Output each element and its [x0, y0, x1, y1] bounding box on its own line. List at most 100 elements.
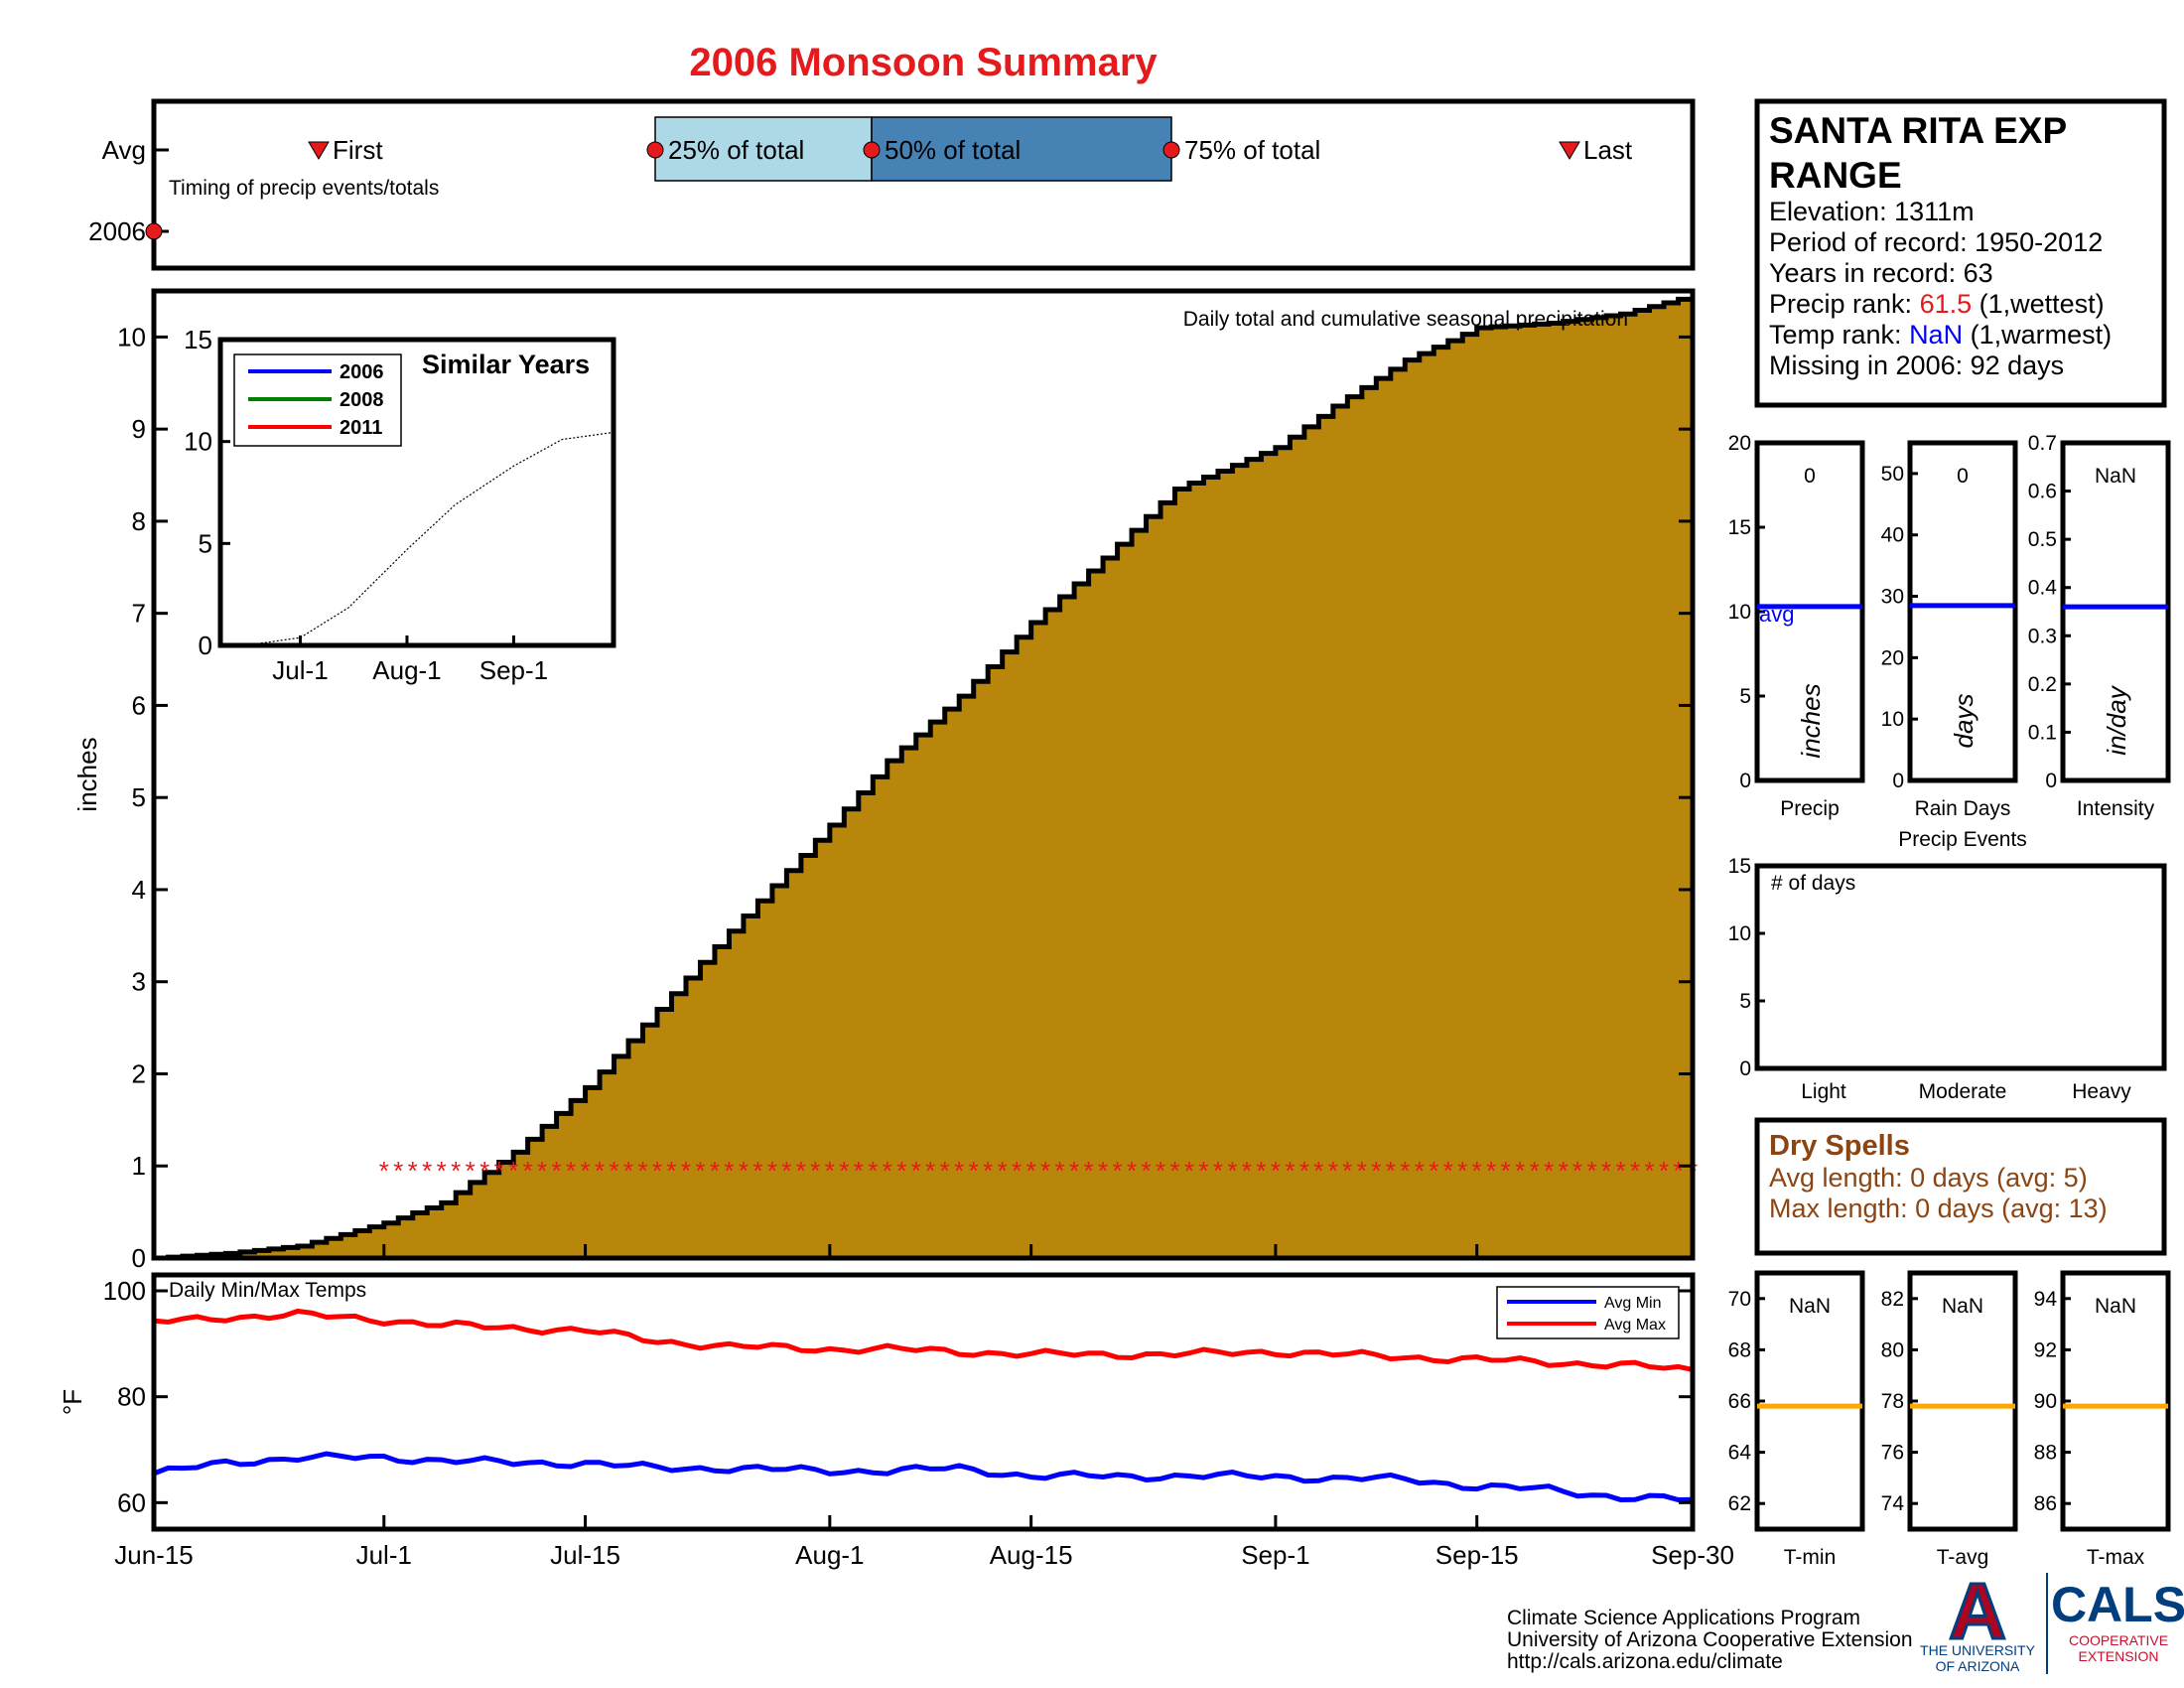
t-avg-y-tick-label: 82 — [1881, 1288, 1904, 1311]
intensity-unit-label: in/day — [2102, 684, 2131, 755]
rain-days-y-tick-label: 40 — [1881, 524, 1904, 547]
station-info-box: SANTA RITA EXP RANGE Elevation: 1311m Pe… — [1754, 98, 2167, 408]
ua-logo-text-1: THE UNIVERSITY — [1920, 1642, 2036, 1658]
intensity-y-tick-label: 0.6 — [2028, 481, 2057, 503]
avg-max-temp-line — [153, 1308, 1694, 1372]
year-precip-marker: * — [1040, 1156, 1050, 1186]
rain-days-frame — [1907, 440, 2018, 783]
inset-title: Similar Years — [422, 350, 590, 379]
year-precip-marker: * — [839, 1156, 849, 1186]
temp-legend-box — [1496, 1286, 1680, 1339]
year-precip-marker: * — [1472, 1156, 1482, 1186]
year-precip-marker: * — [523, 1156, 533, 1186]
temp-frame — [151, 1272, 1696, 1532]
intensity-y-tick-label: 0.2 — [2028, 673, 2057, 696]
year-precip-marker: * — [1559, 1156, 1569, 1186]
precip-events-title: Precip Events — [1898, 828, 2027, 851]
year-precip-marker: * — [422, 1156, 432, 1186]
year-precip-marker: * — [1313, 1156, 1323, 1186]
events-category-heavy: Heavy — [2072, 1080, 2131, 1103]
year-precip-marker: * — [595, 1156, 605, 1186]
precip-y-tick-label: 5 — [1739, 685, 1751, 708]
first-marker — [308, 141, 330, 160]
intensity-value: NaN — [2095, 465, 2136, 488]
temp-y-tick-label: 60 — [117, 1487, 146, 1517]
year-precip-marker: * — [1486, 1156, 1496, 1186]
year-precip-markers: * * * * * * * * * * * * * * * * * * * * * * * * * * * * * * * * * * * * * * * *… — [379, 1156, 1698, 1186]
precip-y-tick-label: 3 — [132, 967, 146, 997]
legend-label-2011: 2011 — [340, 417, 382, 439]
year-precip-marker: * — [1429, 1156, 1438, 1186]
cals-logo: CALS COOPERATIVE EXTENSION — [2051, 1577, 2184, 1664]
year-start-marker — [145, 222, 163, 240]
timing-panel: Avg 2006 Timing of precip events/totals … — [88, 98, 1696, 271]
year-precip-marker: * — [393, 1156, 403, 1186]
temp-chart-caption: Daily Min/Max Temps — [169, 1279, 366, 1302]
rain-days-value: 0 — [1957, 465, 1969, 488]
precip-chart-caption: Daily total and cumulative seasonal prec… — [1183, 308, 1628, 331]
rain-days-y-tick-label: 30 — [1881, 586, 1904, 609]
year-precip-marker: * — [739, 1156, 749, 1186]
footer-line-2: University of Arizona Cooperative Extens… — [1507, 1628, 1913, 1651]
year-precip-marker: * — [1069, 1156, 1079, 1186]
year-precip-marker: * — [911, 1156, 921, 1186]
year-precip-marker: * — [623, 1156, 633, 1186]
temp-legend-max-label: Avg Max — [1604, 1317, 1666, 1334]
year-precip-marker: * — [1400, 1156, 1410, 1186]
t-min-y-tick-label: 62 — [1728, 1492, 1751, 1515]
year-precip-marker: * — [1357, 1156, 1367, 1186]
date-x-tick-label: Jul-15 — [550, 1540, 620, 1570]
date-x-tick-label: Aug-1 — [795, 1540, 864, 1570]
first-label: First — [333, 135, 383, 165]
year-precip-marker: * — [566, 1156, 576, 1186]
cals-logo-text: CALS — [2051, 1577, 2184, 1632]
station-precip-rank: Precip rank: 61.5 (1,wettest) — [1769, 289, 2105, 319]
quartile-box-25-50 — [654, 116, 873, 182]
p25-label: 25% of total — [668, 135, 804, 165]
precip-y-tick-label: 10 — [117, 322, 146, 352]
year-precip-marker: * — [1141, 1156, 1151, 1186]
station-elevation: Elevation: 1311m — [1769, 197, 1975, 226]
year-precip-marker: * — [868, 1156, 878, 1186]
year-precip-marker: * — [1285, 1156, 1295, 1186]
year-precip-marker: * — [1601, 1156, 1611, 1186]
year-precip-marker: * — [969, 1156, 979, 1186]
year-precip-marker: * — [1616, 1156, 1626, 1186]
precip-y-tick-label: 6 — [132, 690, 146, 720]
station-name-line2: RANGE — [1769, 155, 1902, 196]
dry-spells-title: Dry Spells — [1769, 1130, 1910, 1162]
precip-y-tick-label: 0 — [132, 1243, 146, 1273]
t-min-value: NaN — [1789, 1295, 1831, 1318]
rain-days-panel: 0 10 20 30 40 50 0 days Rain Days — [1881, 440, 2018, 820]
year-precip-marker: * — [666, 1156, 676, 1186]
inset-x-tick-label: Jul-1 — [272, 655, 328, 685]
year-precip-marker: * — [883, 1156, 892, 1186]
intensity-y-tick-label: 0.7 — [2028, 432, 2057, 455]
events-y-tick-label: 5 — [1739, 990, 1751, 1013]
inset-x-ticks: Jul-1 Aug-1 Sep-1 — [272, 635, 548, 685]
dry-spells-avg: Avg length: 0 days (avg: 5) — [1769, 1163, 2088, 1193]
inset-avg-line — [244, 431, 614, 646]
figure-title: 2006 Monsoon Summary — [689, 41, 1158, 84]
year-precip-marker: * — [695, 1156, 705, 1186]
inset-y-tick-label: 0 — [199, 631, 212, 660]
temp-legend-min-label: Avg Min — [1604, 1295, 1662, 1312]
rain-days-y-tick-label: 50 — [1881, 463, 1904, 486]
year-precip-marker: * — [724, 1156, 734, 1186]
precip-events-panel: Precip Events 0 5 10 15 # of days Light Mod… — [1728, 828, 2167, 1103]
t-max-y-tick-label: 94 — [2034, 1288, 2058, 1311]
tmax-panel: 86 88 90 92 94 NaN T-max — [2034, 1270, 2171, 1569]
precip-y-tick-label: 15 — [1728, 516, 1751, 539]
year-precip-marker: * — [681, 1156, 691, 1186]
t-avg-y-tick-label: 74 — [1881, 1492, 1905, 1515]
intensity-y-tick-label: 0.1 — [2028, 721, 2057, 744]
timing-frame — [151, 98, 1696, 271]
rain-days-unit-label: days — [1949, 694, 1979, 749]
precip-avg-label: avg — [1759, 602, 1794, 627]
intensity-title: Intensity — [2077, 797, 2155, 820]
year-precip-marker: * — [1587, 1156, 1597, 1186]
dry-spells-frame — [1754, 1117, 2167, 1256]
year-precip-marker: * — [810, 1156, 820, 1186]
year-precip-marker: * — [1659, 1156, 1669, 1186]
